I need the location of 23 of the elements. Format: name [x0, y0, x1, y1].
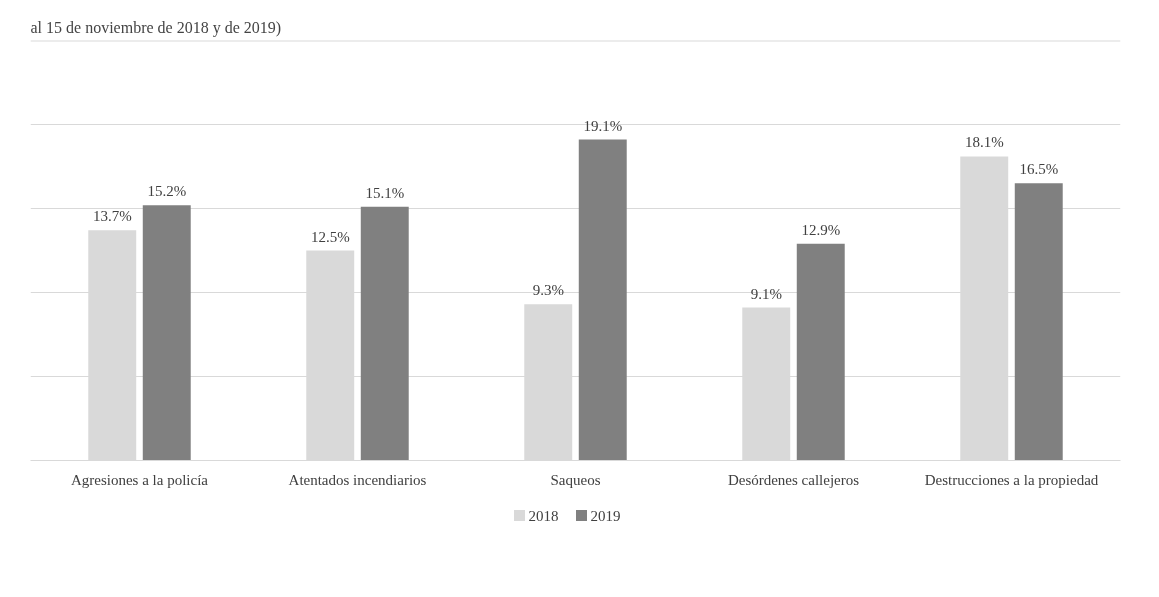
legend-label: 2019: [590, 507, 621, 524]
data-label: 19.1%: [583, 117, 623, 134]
x-tick-label: Saqueos: [550, 471, 601, 488]
data-label: 12.5%: [310, 228, 350, 245]
data-label: 15.1%: [365, 184, 405, 201]
x-tick-label: Atentados incendiarios: [288, 471, 427, 488]
chart-title: al 15 de noviembre de 2018 y de 2019): [30, 18, 282, 37]
bar: [796, 243, 845, 461]
x-tick-label: Agresiones a la policía: [70, 471, 209, 488]
data-label: 13.7%: [92, 208, 132, 225]
bar: [360, 206, 409, 461]
x-tick-label: Destrucciones a la propiedad: [924, 471, 1099, 488]
data-label: 18.1%: [964, 134, 1004, 151]
bar: [1014, 183, 1063, 461]
bar: [142, 205, 191, 461]
data-label: 16.5%: [1019, 161, 1059, 178]
data-label: 9.1%: [750, 285, 782, 302]
legend-label: 2018: [528, 507, 559, 524]
x-tick-label: Desórdenes callejeros: [727, 471, 860, 488]
data-label: 12.9%: [801, 221, 841, 238]
bar: [578, 139, 627, 461]
data-label: 15.2%: [147, 183, 187, 200]
data-label: 9.3%: [532, 282, 564, 299]
